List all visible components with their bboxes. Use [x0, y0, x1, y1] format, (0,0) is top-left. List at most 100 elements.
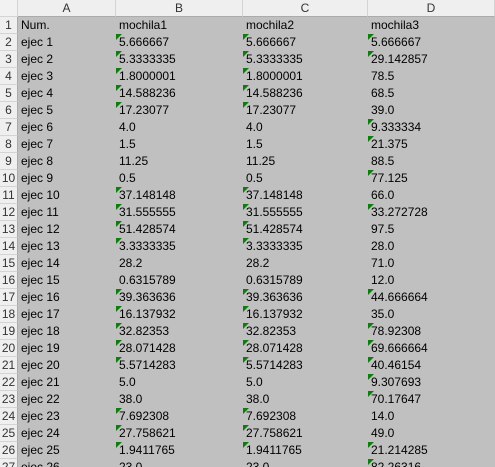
row-header[interactable]: 3 — [0, 51, 18, 68]
cell-run-name[interactable]: ejec 2 — [21, 52, 54, 66]
cell-mochila3[interactable]: 5.666667 — [368, 34, 495, 51]
cell-run-name[interactable]: ejec 24 — [21, 426, 60, 440]
cell-mochila2[interactable]: 28.071428 — [243, 340, 368, 357]
cell-mochila3[interactable]: 9.307693 — [368, 374, 495, 391]
cell-run-name[interactable]: ejec 13 — [21, 239, 60, 253]
cell-mochila1[interactable]: 28.2 — [116, 255, 243, 272]
cell-mochila3[interactable]: 78.92308 — [368, 323, 495, 340]
cell-mochila1[interactable]: 16.137932 — [116, 306, 243, 323]
cell-mochila3[interactable]: 88.5 — [368, 153, 495, 170]
cell-mochila3[interactable]: 9.333334 — [368, 119, 495, 136]
cell-mochila3[interactable]: 21.214285 — [368, 442, 495, 459]
row-header[interactable]: 23 — [0, 391, 18, 408]
cell-mochila2[interactable]: 3.3333335 — [243, 238, 368, 255]
select-all-corner[interactable] — [0, 0, 18, 17]
cell-mochila3[interactable]: 68.5 — [368, 85, 495, 102]
row-header[interactable]: 21 — [0, 357, 18, 374]
row-header[interactable]: 12 — [0, 204, 18, 221]
cell-mochila2[interactable]: 5.666667 — [243, 34, 368, 51]
cell-mochila2[interactable]: 1.9411765 — [243, 442, 368, 459]
cell-mochila2[interactable]: 51.428574 — [243, 221, 368, 238]
cell-mochila3[interactable]: 70.17647 — [368, 391, 495, 408]
cell-mochila3[interactable]: 12.0 — [368, 272, 495, 289]
cell-mochila2[interactable]: 0.5 — [243, 170, 368, 187]
cell-mochila3[interactable]: 21.375 — [368, 136, 495, 153]
cell-mochila1[interactable]: 28.071428 — [116, 340, 243, 357]
row-header[interactable]: 20 — [0, 340, 18, 357]
cell-mochila3[interactable]: 33.272728 — [368, 204, 495, 221]
cell-mochila1[interactable]: 5.0 — [116, 374, 243, 391]
cell-mochila3[interactable]: 14.0 — [368, 408, 495, 425]
cell-mochila2[interactable]: 7.692308 — [243, 408, 368, 425]
cell-header-num[interactable]: Num. — [21, 18, 50, 32]
cell-mochila2[interactable]: 4.0 — [243, 119, 368, 136]
cell-mochila2[interactable]: 16.137932 — [243, 306, 368, 323]
row-header[interactable]: 27 — [0, 459, 18, 467]
cell-run-name[interactable]: ejec 22 — [21, 392, 60, 406]
cell-run-name[interactable]: ejec 10 — [21, 188, 60, 202]
row-header[interactable]: 7 — [0, 119, 18, 136]
column-header-b[interactable]: B — [116, 0, 243, 17]
row-header[interactable]: 16 — [0, 272, 18, 289]
cell-run-name[interactable]: ejec 15 — [21, 273, 60, 287]
cell-mochila1[interactable]: 1.8000001 — [116, 68, 243, 85]
row-header[interactable]: 26 — [0, 442, 18, 459]
cell-mochila3[interactable]: 97.5 — [368, 221, 495, 238]
cell-run-name[interactable]: ejec 20 — [21, 358, 60, 372]
cell-run-name[interactable]: ejec 3 — [21, 69, 54, 83]
row-header[interactable]: 24 — [0, 408, 18, 425]
cell-mochila3[interactable]: 35.0 — [368, 306, 495, 323]
cell-run-name[interactable]: ejec 8 — [21, 154, 54, 168]
cell-run-name[interactable]: ejec 17 — [21, 307, 60, 321]
cell-run-name[interactable]: ejec 25 — [21, 443, 60, 457]
cell-mochila3[interactable]: 28.0 — [368, 238, 495, 255]
cell-mochila1[interactable]: 7.692308 — [116, 408, 243, 425]
cell-mochila1[interactable]: 31.555555 — [116, 204, 243, 221]
row-header[interactable]: 8 — [0, 136, 18, 153]
row-header[interactable]: 19 — [0, 323, 18, 340]
cell-mochila2[interactable]: 11.25 — [243, 153, 368, 170]
cell-run-name[interactable]: ejec 7 — [21, 137, 54, 151]
row-header[interactable]: 17 — [0, 289, 18, 306]
cell-run-name[interactable]: ejec 23 — [21, 409, 60, 423]
cell-mochila1[interactable]: 37.148148 — [116, 187, 243, 204]
cell-run-name[interactable]: ejec 19 — [21, 341, 60, 355]
cell-mochila3[interactable]: 40.46154 — [368, 357, 495, 374]
cell-mochila3[interactable]: 44.666664 — [368, 289, 495, 306]
cell-mochila1[interactable]: 11.25 — [116, 153, 243, 170]
cell-run-name[interactable]: ejec 11 — [21, 205, 59, 219]
cell-mochila1[interactable]: 27.758621 — [116, 425, 243, 442]
cell-mochila3[interactable]: 82.26316 — [368, 459, 495, 467]
cell-mochila3[interactable]: 77.125 — [368, 170, 495, 187]
cell-mochila2[interactable]: 32.82353 — [243, 323, 368, 340]
row-header[interactable]: 13 — [0, 221, 18, 238]
cell-mochila1[interactable]: 0.5 — [116, 170, 243, 187]
cell-run-name[interactable]: ejec 26 — [21, 460, 60, 467]
row-header[interactable]: 25 — [0, 425, 18, 442]
cell-mochila3[interactable]: 71.0 — [368, 255, 495, 272]
cell-mochila1[interactable]: 32.82353 — [116, 323, 243, 340]
cell-mochila2[interactable]: 14.588236 — [243, 85, 368, 102]
cell-run-name[interactable]: ejec 1 — [21, 35, 54, 49]
cell-header-mochila2[interactable]: mochila2 — [246, 18, 295, 32]
cell-mochila2[interactable]: 37.148148 — [243, 187, 368, 204]
cell-mochila3[interactable]: 78.5 — [368, 68, 495, 85]
cell-mochila2[interactable]: 39.363636 — [243, 289, 368, 306]
row-header[interactable]: 2 — [0, 34, 18, 51]
cell-mochila2[interactable]: 17.23077 — [243, 102, 368, 119]
cell-mochila3[interactable]: 66.0 — [368, 187, 495, 204]
cell-mochila1[interactable]: 4.0 — [116, 119, 243, 136]
cell-mochila2[interactable]: 31.555555 — [243, 204, 368, 221]
cell-mochila1[interactable]: 5.5714283 — [116, 357, 243, 374]
cell-run-name[interactable]: ejec 16 — [21, 290, 60, 304]
row-header[interactable]: 4 — [0, 68, 18, 85]
cell-mochila2[interactable]: 27.758621 — [243, 425, 368, 442]
cell-mochila2[interactable]: 28.2 — [243, 255, 368, 272]
cell-mochila3[interactable]: 69.666664 — [368, 340, 495, 357]
cell-run-name[interactable]: ejec 18 — [21, 324, 60, 338]
row-header[interactable]: 22 — [0, 374, 18, 391]
cell-mochila3[interactable]: 39.0 — [368, 102, 495, 119]
cell-mochila1[interactable]: 14.588236 — [116, 85, 243, 102]
cell-mochila2[interactable]: 1.5 — [243, 136, 368, 153]
row-header[interactable]: 10 — [0, 170, 18, 187]
